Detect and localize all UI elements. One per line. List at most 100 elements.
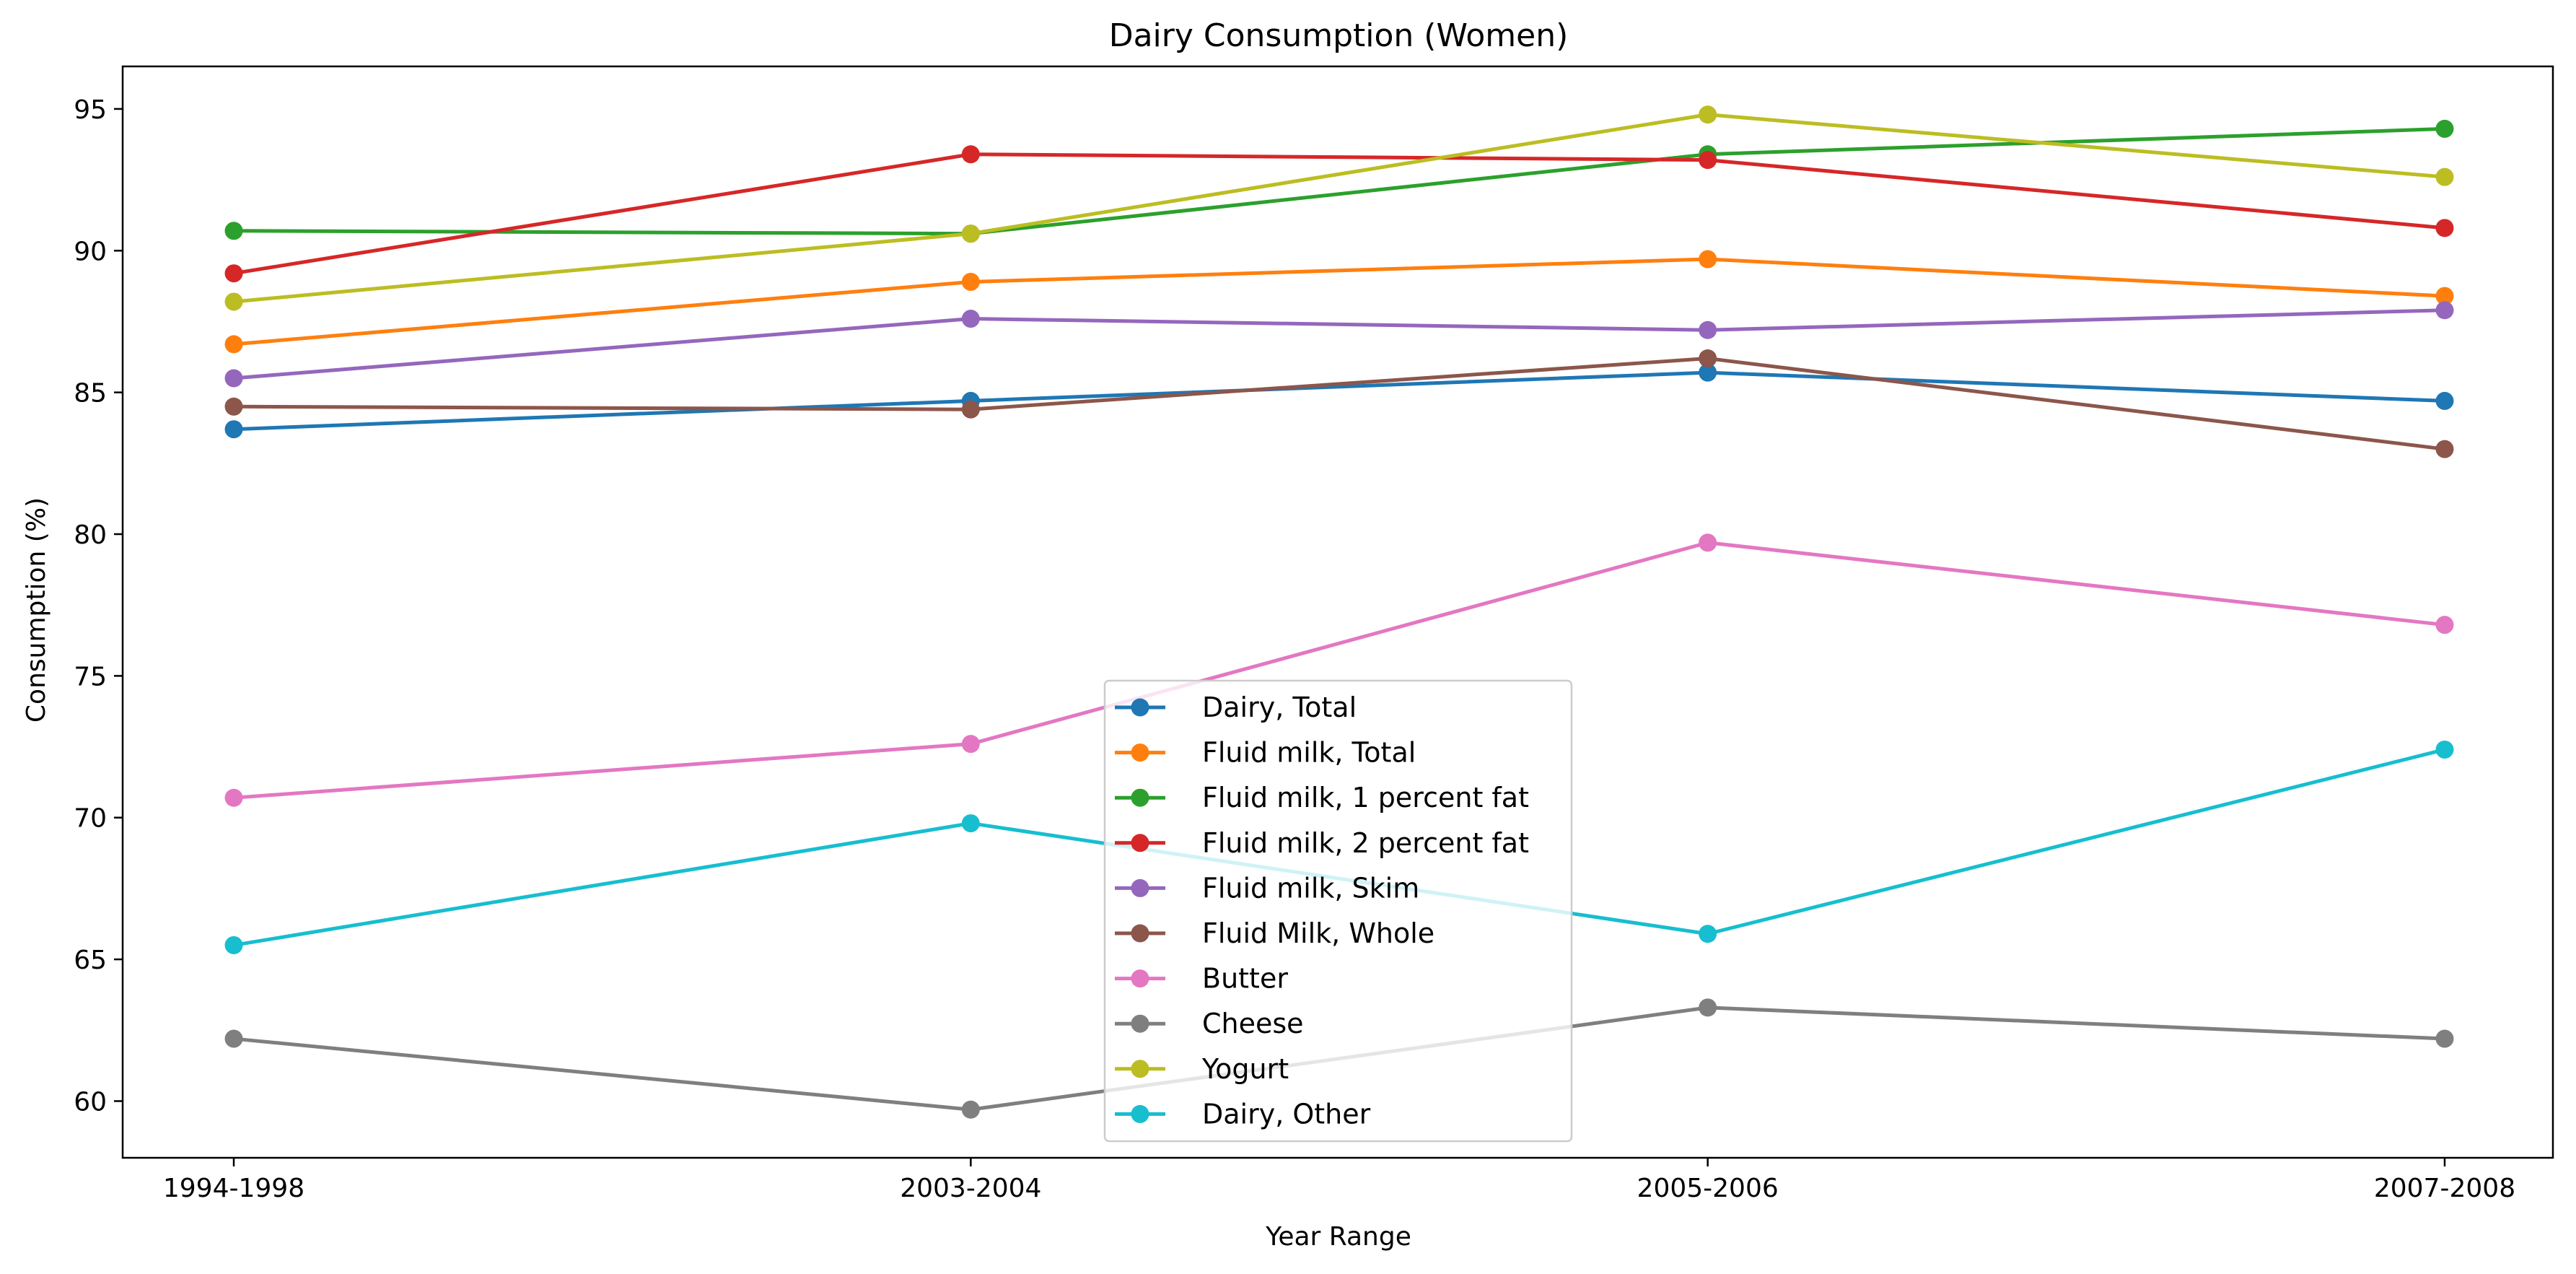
series-line: [233, 152, 2445, 276]
legend-marker: [1131, 834, 1149, 852]
series-1: [224, 250, 2454, 354]
legend-marker: [1131, 698, 1149, 717]
data-point: [961, 224, 980, 243]
data-point: [1699, 998, 1717, 1017]
y-tick-label: 75: [74, 662, 107, 691]
legend-entry: Dairy, Other: [1115, 1098, 1371, 1130]
plot-frame: [121, 65, 2554, 1159]
data-point: [224, 264, 243, 283]
series-6: [224, 533, 2454, 807]
legend-label: Cheese: [1202, 1008, 1304, 1039]
legend-entry: Cheese: [1115, 1008, 1304, 1039]
data-point: [224, 292, 243, 311]
data-point: [2435, 167, 2454, 186]
data-point: [1699, 925, 1717, 943]
y-tick-label: 70: [74, 804, 107, 834]
legend-marker: [1131, 1014, 1149, 1033]
data-point: [1699, 250, 1717, 269]
legend-label: Fluid milk, Skim: [1202, 872, 1419, 904]
y-tick-label: 90: [74, 237, 107, 266]
legend-entry: Yogurt: [1115, 1053, 1289, 1085]
data-point: [961, 814, 980, 833]
x-tick-label: 2005-2006: [1637, 1174, 1779, 1203]
x-axis-label: Year Range: [1265, 1222, 1411, 1252]
series-line: [233, 113, 2445, 304]
series-0: [224, 363, 2454, 439]
legend: Dairy, Total Fluid milk, Total Fluid milk,…: [1103, 679, 1573, 1143]
legend-label: Fluid Milk, Whole: [1202, 917, 1434, 949]
data-point: [2435, 391, 2454, 410]
data-point: [1699, 320, 1717, 339]
data-point: [2435, 301, 2454, 320]
data-point: [224, 935, 243, 954]
x-tick-label: 2007-2008: [2374, 1174, 2515, 1203]
series-line: [233, 357, 2445, 451]
data-point: [961, 310, 980, 328]
data-point: [961, 272, 980, 291]
data-point: [2435, 219, 2454, 237]
data-point: [2435, 1029, 2454, 1048]
data-point: [1699, 349, 1717, 368]
data-point: [224, 222, 243, 240]
x-tick-label: 1994-1998: [163, 1174, 305, 1203]
data-point: [961, 1100, 980, 1119]
y-tick-label: 95: [74, 95, 107, 125]
legend-label: Fluid milk, 2 percent fat: [1202, 827, 1529, 859]
legend-marker: [1131, 969, 1149, 988]
series-line: [233, 126, 2445, 236]
legend-box: [1103, 679, 1573, 1143]
data-point: [224, 335, 243, 354]
data-point: [224, 1029, 243, 1048]
legend-label: Yogurt: [1201, 1053, 1289, 1085]
data-point: [1699, 533, 1717, 552]
legend-entry: Fluid Milk, Whole: [1115, 917, 1434, 949]
data-point: [224, 369, 243, 388]
series-5: [224, 349, 2454, 458]
legend-entry: Fluid milk, Skim: [1115, 872, 1419, 904]
legend-label: Fluid milk, 1 percent fat: [1202, 782, 1529, 813]
series-8: [224, 105, 2454, 311]
data-point: [2435, 440, 2454, 458]
data-point: [961, 145, 980, 164]
series-line: [233, 541, 2445, 800]
data-point: [2435, 616, 2454, 634]
series-2: [224, 119, 2454, 243]
data-point: [2435, 740, 2454, 759]
legend-marker: [1131, 878, 1149, 897]
legend-marker: [1131, 924, 1149, 943]
legend-entry: Fluid milk, 2 percent fat: [1115, 827, 1529, 859]
plot-area: 60 65 70 75 80 85 90 95 1994-1998 2003-2004 2005-2…: [74, 65, 2554, 1203]
y-tick-label: 65: [74, 946, 107, 975]
y-axis-label: Consumption (%): [22, 497, 51, 723]
series-line: [233, 370, 2445, 432]
data-point: [1699, 105, 1717, 124]
legend-entry: Fluid milk, 1 percent fat: [1115, 782, 1529, 813]
legend-marker: [1131, 1060, 1149, 1078]
data-point: [1699, 363, 1717, 382]
legend-marker: [1131, 743, 1149, 762]
data-point: [1699, 151, 1717, 170]
legend-label: Dairy, Other: [1202, 1098, 1371, 1130]
series-line: [233, 308, 2445, 380]
legend-label: Fluid milk, Total: [1202, 737, 1416, 769]
legend-entry: Fluid milk, Total: [1115, 737, 1416, 769]
data-point: [224, 397, 243, 416]
y-tick-label: 60: [74, 1087, 107, 1117]
legend-marker: [1131, 1104, 1149, 1123]
legend-entry: Dairy, Total: [1115, 691, 1357, 723]
data-point: [2435, 287, 2454, 305]
data-point: [2435, 119, 2454, 138]
chart-title: Dairy Consumption (Women): [1109, 17, 1569, 54]
data-point: [961, 400, 980, 419]
legend-entry: Butter: [1115, 963, 1288, 995]
series-3: [224, 145, 2454, 283]
y-tick-label: 85: [74, 379, 107, 409]
legend-label: Dairy, Total: [1202, 691, 1357, 723]
series-4: [224, 301, 2454, 388]
legend-label: Butter: [1202, 963, 1288, 995]
data-point: [224, 420, 243, 439]
series-line: [233, 257, 2445, 346]
x-tick-label: 2003-2004: [900, 1174, 1041, 1203]
